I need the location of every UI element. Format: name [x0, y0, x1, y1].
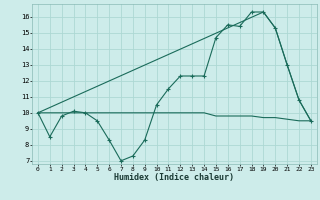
X-axis label: Humidex (Indice chaleur): Humidex (Indice chaleur) [115, 173, 234, 182]
